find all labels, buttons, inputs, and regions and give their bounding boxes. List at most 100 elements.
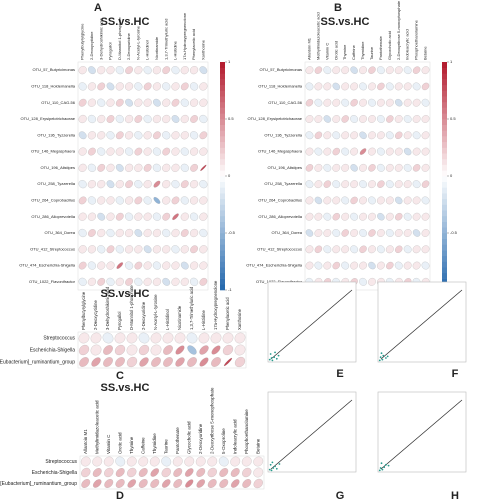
row-label: OTU_196_Alistipes [41,165,75,170]
scatter-point [383,466,386,469]
correlation-ellipse [412,180,421,189]
correlation-ellipse [199,345,209,355]
colorbar-step [442,227,447,234]
correlation-ellipse [199,357,209,367]
row-label: OTU_136_Tyzzerella [37,132,75,137]
correlation-ellipse [143,180,152,189]
correlation-ellipse [190,180,199,189]
fit-line [270,399,353,470]
correlation-ellipse [143,82,152,91]
scatter-point [271,461,274,464]
correlation-ellipse [162,196,171,205]
correlation-ellipse [359,212,367,221]
correlation-ellipse [126,332,138,344]
row-label: OTU_1022_Flavonifractor [256,279,303,284]
correlation-ellipse [161,467,171,478]
correlation-ellipse [171,82,180,91]
colorbar-step [442,244,447,251]
correlation-ellipse [421,115,430,123]
correlation-ellipse [359,180,367,189]
correlation-ellipse [350,212,358,221]
correlation-ellipse [180,82,189,91]
correlation-ellipse [195,456,206,467]
colorbar-step [220,215,225,222]
column-label: Xanthosine [237,308,242,330]
correlation-ellipse [97,278,106,286]
correlation-ellipse [173,479,183,488]
correlation-ellipse [126,344,138,356]
correlation-ellipse [143,261,152,270]
correlation-ellipse [106,98,115,107]
correlation-ellipse [190,164,198,172]
correlation-ellipse [172,213,179,220]
row-label: OTU_286_Alloprevotella [31,214,75,219]
correlation-ellipse [115,147,124,156]
correlation-ellipse [305,99,314,107]
colorbar-step [220,164,225,171]
correlation-ellipse [97,131,106,140]
correlation-ellipse [88,229,96,237]
column-label: Caffeine [351,44,356,60]
colorbar-tick-label: -0.5 [228,230,236,235]
correlation-ellipse [323,163,332,172]
correlation-ellipse [305,147,314,156]
column-label: Betaine [423,46,428,60]
correlation-ellipse [199,261,208,270]
correlation-ellipse [359,277,367,286]
correlation-ellipse [115,180,124,189]
correlation-ellipse [87,82,96,91]
correlation-ellipse [87,98,96,107]
correlation-ellipse [332,131,341,140]
correlation-ellipse [190,98,199,107]
scatter-point [268,358,271,361]
column-label: Pyrogallol [108,42,113,60]
correlation-ellipse [190,212,199,221]
correlation-ellipse [106,212,115,221]
correlation-ellipse [323,66,332,75]
correlation-ellipse [412,66,421,74]
column-label: Taurine [369,46,374,60]
correlation-ellipse [125,66,133,74]
correlation-ellipse [180,277,189,286]
correlation-ellipse [171,228,180,238]
correlation-ellipse [78,332,90,344]
column-label: Allantoin M1 [307,37,312,60]
correlation-ellipse [377,147,385,156]
correlation-ellipse [162,163,171,172]
panel-letter: C [116,370,124,382]
correlation-ellipse [350,164,358,172]
correlation-ellipse [385,82,394,91]
correlation-ellipse [412,229,421,237]
correlation-ellipse [305,164,314,172]
column-label: Glycocholic acid [186,421,191,454]
colorbar-step [220,244,225,251]
correlation-ellipse [175,345,185,355]
colorbar-step [220,79,225,86]
correlation-ellipse [175,357,185,367]
scatter-point [385,357,387,359]
chart-title: SS.vs.HC [101,288,150,300]
column-label: 2-Deoxyuridine [126,32,131,60]
correlation-ellipse [314,98,323,107]
colorbar-step [220,193,225,200]
correlation-ellipse [162,114,171,124]
correlation-ellipse [211,345,221,355]
column-label: D-Mannitol 1-phosphate [129,285,134,330]
correlation-ellipse [219,479,229,488]
colorbar-step [220,198,225,205]
colorbar-step [220,250,225,257]
correlation-ellipse [314,115,323,123]
correlation-ellipse [152,147,161,156]
correlation-ellipse [395,213,403,221]
correlation-ellipse [332,196,341,205]
correlation-ellipse [102,332,114,344]
correlation-ellipse [207,479,217,488]
correlation-ellipse [115,66,124,75]
correlation-ellipse [162,212,171,221]
scatter-point [379,356,382,359]
colorbar-step [442,187,447,194]
correlation-ellipse [332,115,341,123]
colorbar-tick-label: 0.5 [450,116,456,121]
correlation-ellipse [171,98,180,107]
correlation-ellipse [106,82,115,91]
